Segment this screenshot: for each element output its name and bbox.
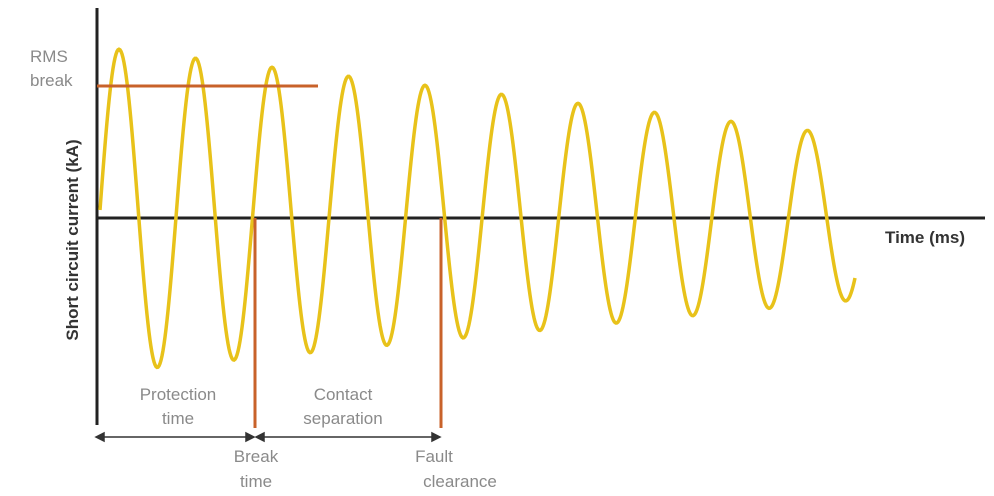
contact-separation-arrow [254,431,442,443]
y-axis-label: Short circuit current (kA) [63,139,82,340]
protection-time-arrow [94,431,256,443]
x-axis-label: Time (ms) [885,228,965,247]
contact-label-line2: separation [303,409,382,428]
protection-label-line2: time [162,409,194,428]
short-circuit-waveform [98,47,857,370]
break-label-line1: Break [234,447,279,466]
rms-label-line1: RMS [30,47,68,66]
fault-label-line2: clearance [423,472,497,491]
rms-label-line2: break [30,71,73,90]
fault-label-line1: Fault [415,447,453,466]
break-label-line2: time [240,472,272,491]
protection-label-line1: Protection [140,385,217,404]
contact-label-line1: Contact [314,385,373,404]
